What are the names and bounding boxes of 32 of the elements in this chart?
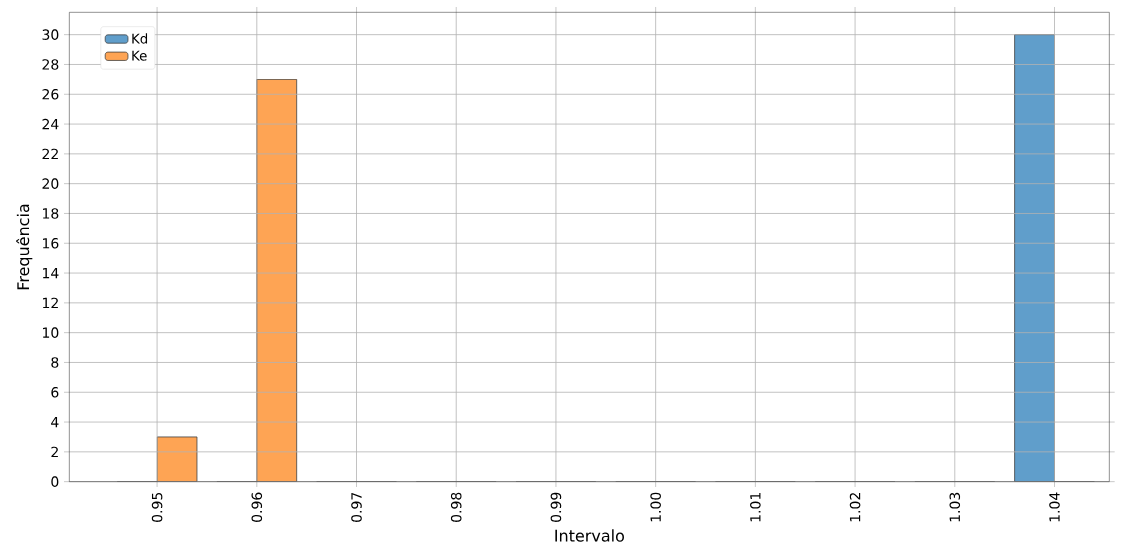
x-tick-label: 1.04	[1049, 492, 1060, 522]
x-tick-label: 1.01	[750, 493, 761, 522]
y-tick-label: 6	[51, 386, 59, 398]
y-tick-label: 0	[51, 476, 59, 487]
legend-label: Kd	[132, 33, 148, 44]
y-tick-label: 24	[42, 118, 59, 130]
bar	[1014, 34, 1055, 482]
x-tick-label: 1.00	[650, 492, 661, 522]
y-axis-title: Frequência	[16, 204, 33, 290]
y-tick-label: 12	[43, 297, 58, 309]
x-tick-label: 0.96	[251, 492, 263, 522]
y-tick-label: 8	[51, 357, 59, 368]
x-tick-label: 0.98	[450, 492, 462, 522]
x-tick-label: 1.03	[949, 492, 961, 522]
y-tick-label: 16	[43, 237, 59, 249]
y-tick-label: 4	[51, 416, 59, 428]
y-tick-label: 30	[42, 29, 59, 40]
x-tick-label: 1.02	[849, 493, 861, 522]
bar	[256, 79, 297, 482]
y-tick-label: 10	[43, 327, 59, 338]
legend-label: Ke	[132, 50, 147, 61]
y-tick-label: 18	[43, 208, 59, 219]
x-tick-label: 0.99	[550, 492, 562, 522]
x-tick-label: 0.95	[151, 492, 163, 522]
y-tick-label: 28	[42, 59, 59, 70]
x-tick-label: 0.97	[351, 492, 362, 522]
y-tick-label: 20	[42, 178, 59, 189]
y-tick-label: 22	[42, 148, 58, 160]
y-tick-label: 2	[51, 446, 58, 458]
y-tick-label: 14	[43, 267, 59, 279]
x-axis-title: Intervalo	[555, 529, 624, 542]
y-tick-label: 26	[42, 88, 59, 100]
